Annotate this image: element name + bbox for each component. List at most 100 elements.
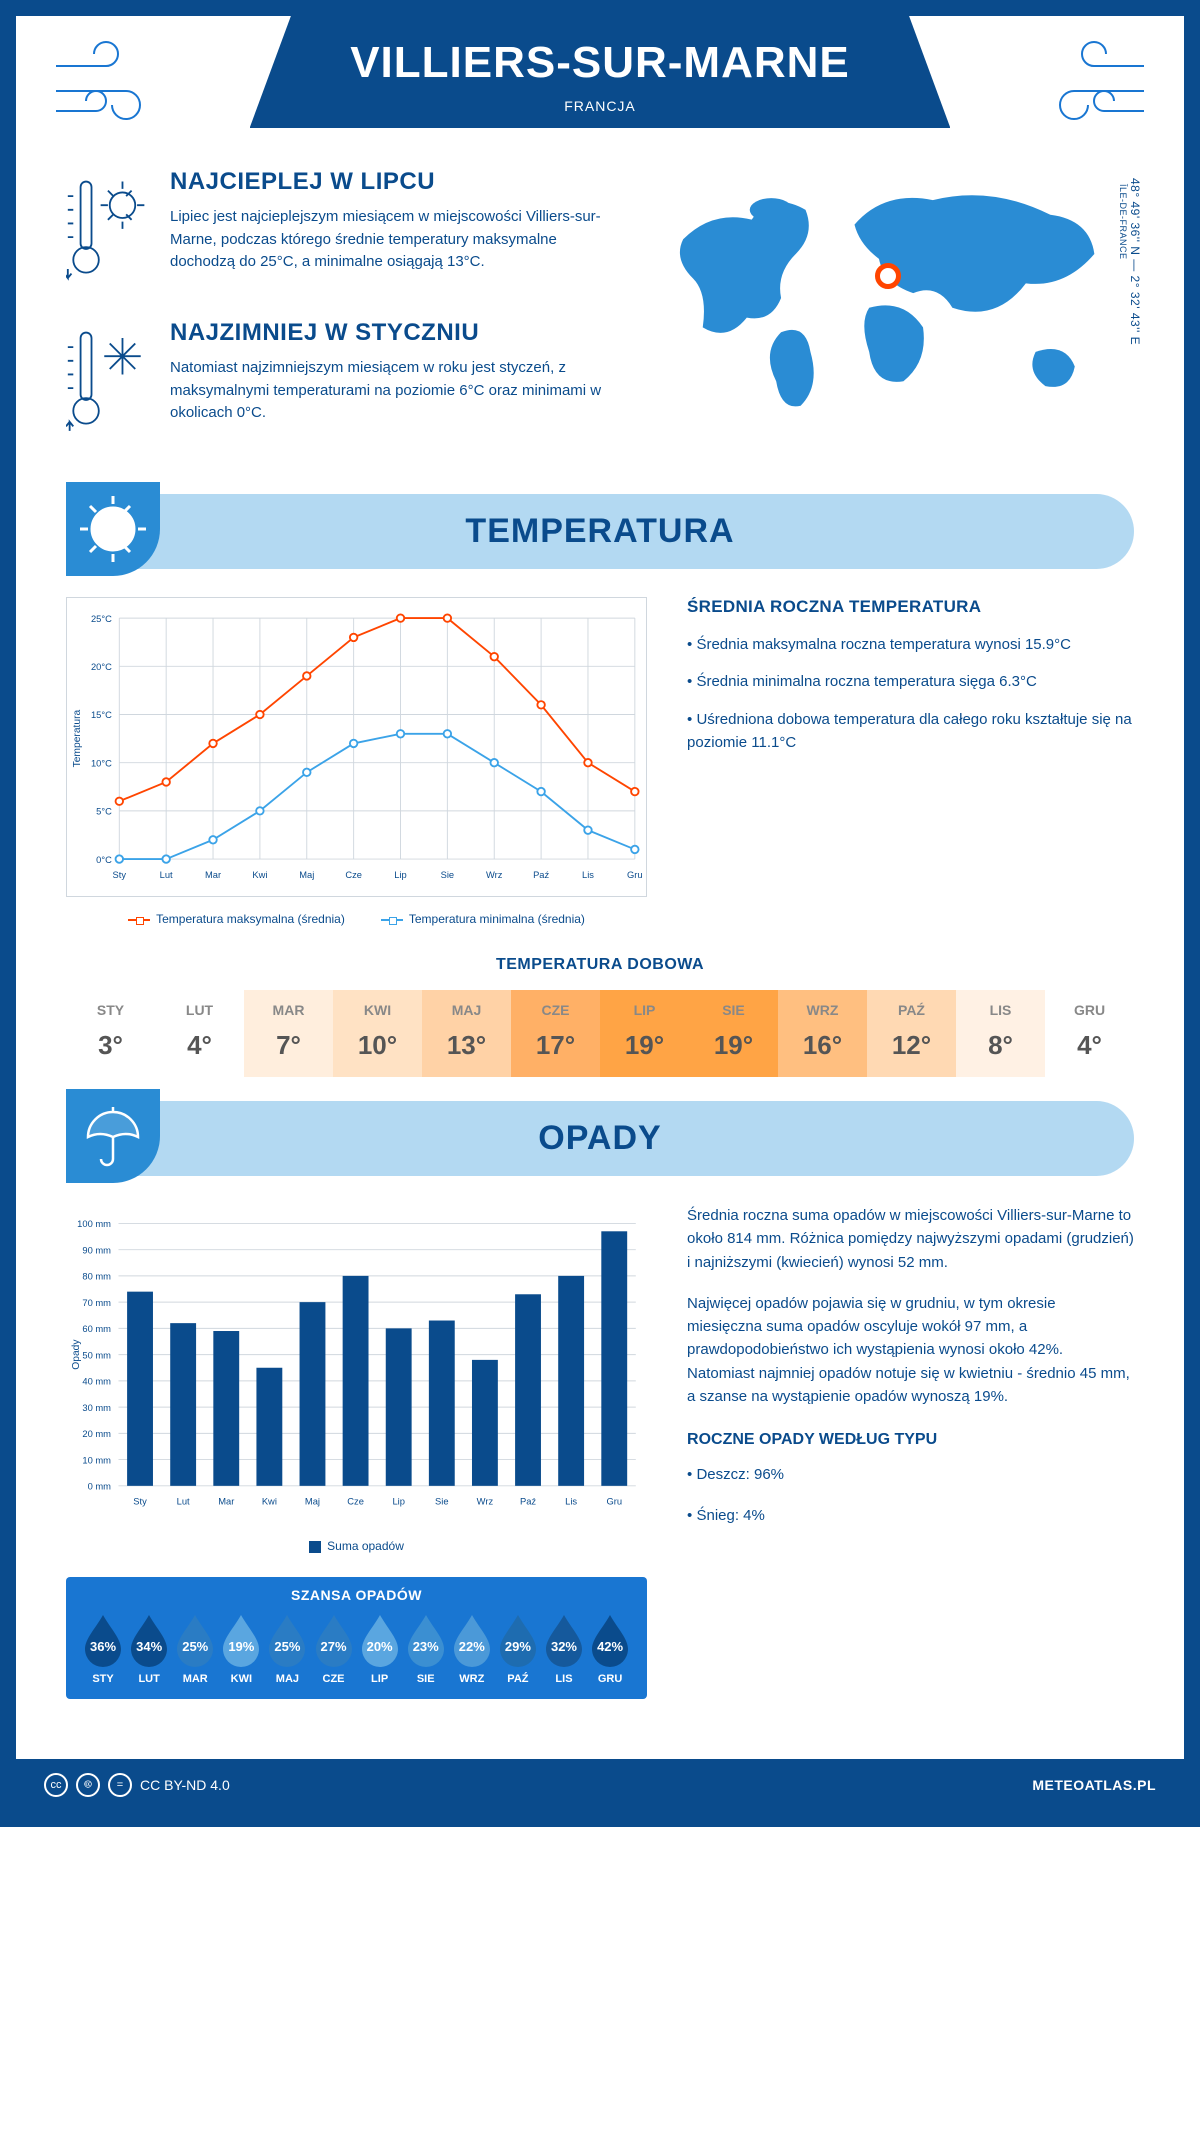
svg-text:10°C: 10°C (91, 758, 112, 768)
daily-temp-cell: LIP19° (600, 990, 689, 1077)
section-title: OPADY (66, 1119, 1134, 1158)
svg-text:Lut: Lut (160, 870, 173, 880)
umbrella-icon (66, 1089, 160, 1183)
chance-drop: 22%WRZ (449, 1613, 495, 1685)
avg-temp-title: ŚREDNIA ROCZNA TEMPERATURA (687, 597, 1134, 617)
precip-text: Najwięcej opadów pojawia się w grudniu, … (687, 1292, 1134, 1408)
daily-temp-title: TEMPERATURA DOBOWA (66, 956, 1134, 974)
temperature-line-chart: 0°C5°C10°C15°C20°C25°CStyLutMarKwiMajCze… (66, 597, 647, 897)
daily-temp-cell: SIE19° (689, 990, 778, 1077)
avg-temp-bullet: • Średnia maksymalna roczna temperatura … (687, 633, 1134, 656)
chance-drop: 42%GRU (587, 1613, 633, 1685)
svg-text:90 mm: 90 mm (82, 1245, 111, 1255)
daily-temp-cell: KWI10° (333, 990, 422, 1077)
svg-text:Wrz: Wrz (486, 870, 503, 880)
city-title: VILLIERS-SUR-MARNE (250, 38, 951, 88)
svg-text:Sty: Sty (113, 870, 127, 880)
location-marker-icon (875, 263, 901, 289)
svg-text:Gru: Gru (606, 1497, 622, 1507)
coldest-text: Natomiast najzimniejszym miesiącem w rok… (170, 357, 604, 425)
svg-text:Maj: Maj (299, 870, 314, 880)
svg-text:30 mm: 30 mm (82, 1403, 111, 1413)
svg-text:10 mm: 10 mm (82, 1455, 111, 1465)
precip-text: Średnia roczna suma opadów w miejscowośc… (687, 1204, 1134, 1274)
avg-temp-bullet: • Średnia minimalna roczna temperatura s… (687, 670, 1134, 693)
daily-temp-cell: MAJ13° (422, 990, 511, 1077)
chance-drop: 36%STY (80, 1613, 126, 1685)
precip-type-item: • Śnieg: 4% (687, 1504, 1134, 1527)
precipitation-bar-chart: 0 mm10 mm20 mm30 mm40 mm50 mm60 mm70 mm8… (66, 1204, 647, 1524)
section-title: TEMPERATURA (66, 512, 1134, 551)
wind-icon (46, 36, 176, 141)
svg-text:Opady: Opady (71, 1339, 82, 1370)
precipitation-chance-box: SZANSA OPADÓW 36%STY34%LUT25%MAR19%KWI25… (66, 1577, 647, 1699)
svg-text:Lut: Lut (177, 1497, 190, 1507)
svg-text:40 mm: 40 mm (82, 1377, 111, 1387)
svg-text:Paź: Paź (520, 1497, 536, 1507)
thermometer-snow-icon (66, 319, 152, 444)
svg-text:60 mm: 60 mm (82, 1324, 111, 1334)
daily-temp-cell: LIS8° (956, 990, 1045, 1077)
svg-text:Cze: Cze (345, 870, 362, 880)
daily-temp-cell: GRU4° (1045, 990, 1134, 1077)
chart-legend: Temperatura maksymalna (średnia) Tempera… (66, 912, 647, 926)
avg-temp-bullet: • Uśredniona dobowa temperatura dla całe… (687, 708, 1134, 755)
temperature-section-header: TEMPERATURA (66, 494, 1134, 569)
svg-text:Sty: Sty (133, 1497, 147, 1507)
svg-text:Lip: Lip (394, 870, 406, 880)
footer: cc 🅭 = CC BY-ND 4.0 METEOATLAS.PL (16, 1759, 1184, 1811)
chance-title: SZANSA OPADÓW (80, 1587, 633, 1603)
svg-text:Mar: Mar (218, 1497, 234, 1507)
chance-drop: 25%MAR (172, 1613, 218, 1685)
svg-text:70 mm: 70 mm (82, 1298, 111, 1308)
hottest-block: NAJCIEPLEJ W LIPCU Lipiec jest najcieple… (66, 168, 604, 293)
svg-text:Sie: Sie (435, 1497, 449, 1507)
svg-text:80 mm: 80 mm (82, 1272, 111, 1282)
world-map: 48° 49' 36'' N — 2° 32' 43'' E ÎLE-DE-FR… (644, 168, 1134, 448)
precipitation-section-header: OPADY (66, 1101, 1134, 1176)
chart-legend: Suma opadów (66, 1539, 647, 1553)
wind-icon (1024, 36, 1154, 141)
svg-text:Kwi: Kwi (252, 870, 267, 880)
daily-temp-cell: LUT4° (155, 990, 244, 1077)
daily-temp-cell: STY3° (66, 990, 155, 1077)
cc-icon: cc (44, 1773, 68, 1797)
svg-text:50 mm: 50 mm (82, 1350, 111, 1360)
nd-icon: = (108, 1773, 132, 1797)
svg-text:Sie: Sie (441, 870, 454, 880)
svg-text:Lis: Lis (582, 870, 594, 880)
license-text: CC BY-ND 4.0 (140, 1777, 230, 1793)
daily-temp-cell: PAŹ12° (867, 990, 956, 1077)
svg-text:25°C: 25°C (91, 614, 112, 624)
svg-text:Gru: Gru (627, 870, 643, 880)
svg-text:Wrz: Wrz (477, 1497, 494, 1507)
svg-text:Paź: Paź (533, 870, 549, 880)
daily-temp-cell: CZE17° (511, 990, 600, 1077)
svg-text:Lis: Lis (565, 1497, 577, 1507)
svg-text:5°C: 5°C (96, 807, 112, 817)
daily-temp-grid: STY3°LUT4°MAR7°KWI10°MAJ13°CZE17°LIP19°S… (66, 990, 1134, 1077)
chance-drop: 27%CZE (310, 1613, 356, 1685)
chance-drop: 25%MAJ (264, 1613, 310, 1685)
chance-drop: 34%LUT (126, 1613, 172, 1685)
page-header: VILLIERS-SUR-MARNE FRANCJA (250, 14, 951, 128)
sun-icon (66, 482, 160, 576)
precip-type-item: • Deszcz: 96% (687, 1463, 1134, 1486)
chance-drop: 32%LIS (541, 1613, 587, 1685)
brand-text: METEOATLAS.PL (1032, 1777, 1156, 1793)
coldest-block: NAJZIMNIEJ W STYCZNIU Natomiast najzimni… (66, 319, 604, 444)
svg-text:Maj: Maj (305, 1497, 320, 1507)
chance-drop: 23%SIE (403, 1613, 449, 1685)
svg-text:Cze: Cze (347, 1497, 364, 1507)
svg-text:Mar: Mar (205, 870, 221, 880)
thermometer-sun-icon (66, 168, 152, 293)
svg-text:15°C: 15°C (91, 710, 112, 720)
svg-text:0°C: 0°C (96, 855, 112, 865)
svg-text:20 mm: 20 mm (82, 1429, 111, 1439)
daily-temp-cell: WRZ16° (778, 990, 867, 1077)
precip-type-title: ROCZNE OPADY WEDŁUG TYPU (687, 1428, 1134, 1453)
chance-drop: 29%PAŹ (495, 1613, 541, 1685)
daily-temp-cell: MAR7° (244, 990, 333, 1077)
hottest-text: Lipiec jest najcieplejszym miesiącem w m… (170, 206, 604, 274)
coldest-title: NAJZIMNIEJ W STYCZNIU (170, 319, 604, 347)
